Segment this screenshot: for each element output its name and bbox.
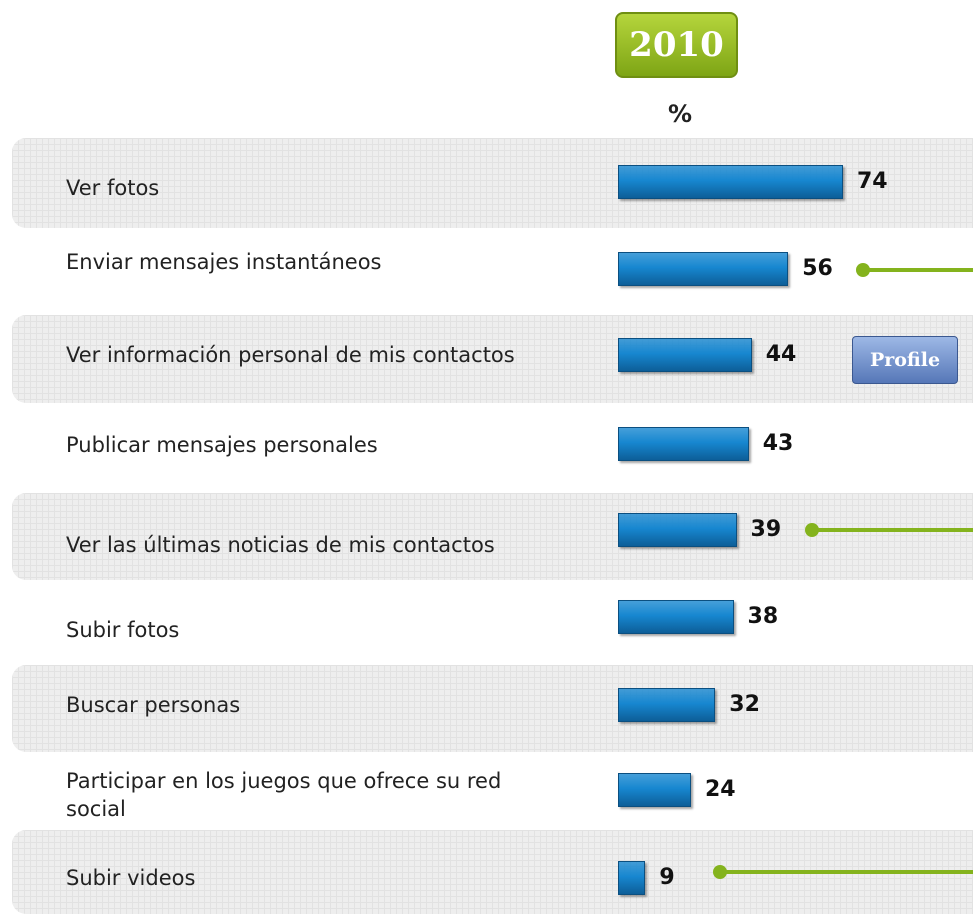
category-label: Subir fotos [66,618,180,642]
bar [618,513,737,547]
value-label: 56 [802,256,833,281]
category-label: Ver información personal de mis contacto… [66,343,515,367]
value-label: 38 [747,604,779,629]
bar [618,252,789,286]
bar [618,773,691,807]
bar [618,165,843,199]
decor-line [720,870,973,874]
bar [618,600,734,634]
bar [618,861,646,895]
category-label: Subir videos [66,866,196,890]
category-label: Buscar personas [66,693,241,717]
value-label: 74 [856,169,888,194]
category-label: Ver las últimas noticias de mis contacto… [66,533,495,557]
row-stripe [12,315,973,403]
category-label: Participar en los juegos que ofrece su r… [66,769,502,821]
year-title: 2010 [615,12,738,78]
value-label: 9 [659,865,675,890]
value-label: 44 [765,342,797,367]
bar [618,688,716,722]
value-label: 39 [750,517,782,542]
decor-line [811,528,973,532]
category-label: Publicar mensajes personales [66,433,378,457]
row-stripe [12,665,973,752]
profile-button[interactable]: Profile [852,336,958,384]
bar [618,427,749,461]
category-label: Enviar mensajes instantáneos [66,250,382,274]
value-label: 32 [729,692,760,717]
unit-label: % [668,100,693,128]
value-label: 43 [762,431,794,456]
bar [618,338,752,372]
category-label: Ver fotos [66,176,160,200]
value-label: 24 [704,777,736,802]
decor-line [863,268,973,272]
